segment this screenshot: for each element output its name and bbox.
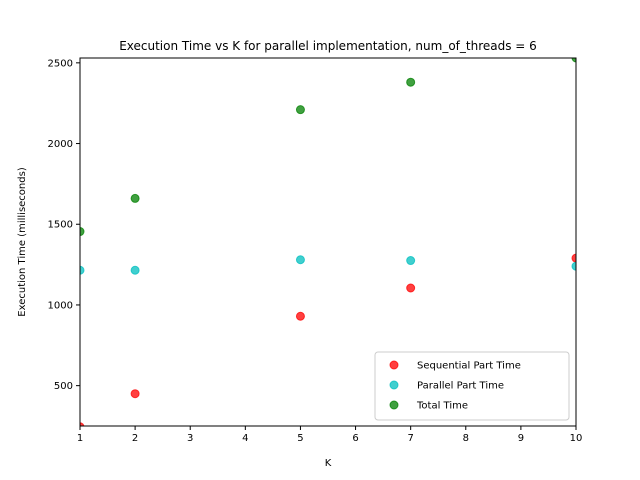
data-point-series-2 xyxy=(571,261,576,271)
plot-frame xyxy=(79,57,577,427)
legend-marker xyxy=(389,400,399,410)
legend-label: Total Time xyxy=(416,401,468,412)
x-tick-label: 3 xyxy=(187,433,193,444)
data-point-series-3 xyxy=(406,77,416,87)
data-point-series-1 xyxy=(80,422,85,426)
data-point-series-3 xyxy=(295,105,305,115)
x-tick-label: 4 xyxy=(242,433,248,444)
data-point-series-2 xyxy=(130,265,140,275)
x-tick-label: 2 xyxy=(132,433,138,444)
y-tick-label: 500 xyxy=(54,381,73,392)
legend-marker xyxy=(389,380,399,390)
data-point-series-2 xyxy=(295,255,305,265)
data-point-series-1 xyxy=(130,389,140,399)
legend-marker xyxy=(389,360,399,370)
legend: Sequential Part Time Parallel Part Time To… xyxy=(374,351,570,421)
data-point-series-3 xyxy=(130,193,140,203)
y-tick-label: 1000 xyxy=(48,300,73,311)
data-point-series-2 xyxy=(406,256,416,266)
y-axis-label: Execution Time (milliseconds) xyxy=(17,167,28,317)
x-tick-label: 9 xyxy=(518,433,524,444)
legend-box xyxy=(374,351,570,421)
y-tick-label: 2500 xyxy=(48,58,73,69)
data-point-series-2 xyxy=(80,265,85,275)
data-point-series-1 xyxy=(406,283,416,293)
data-point-series-1 xyxy=(571,253,576,263)
x-tick-label: 5 xyxy=(297,433,303,444)
x-tick-label: 6 xyxy=(352,433,358,444)
data-point-series-3 xyxy=(80,227,85,237)
y-tick-label: 2000 xyxy=(48,139,73,150)
data-point-series-1 xyxy=(295,311,305,321)
legend-label: Sequential Part Time xyxy=(417,361,521,372)
x-tick-label: 1 xyxy=(77,433,83,444)
x-tick-label: 10 xyxy=(570,433,583,444)
x-tick-label: 7 xyxy=(407,433,413,444)
data-point-series-3 xyxy=(571,58,576,63)
y-tick-label: 1500 xyxy=(48,220,73,231)
chart-title: Execution Time vs K for parallel impleme… xyxy=(119,39,537,53)
x-axis-label: K xyxy=(325,458,332,469)
x-tick-label: 8 xyxy=(463,433,469,444)
legend-label: Parallel Part Time xyxy=(417,381,504,392)
